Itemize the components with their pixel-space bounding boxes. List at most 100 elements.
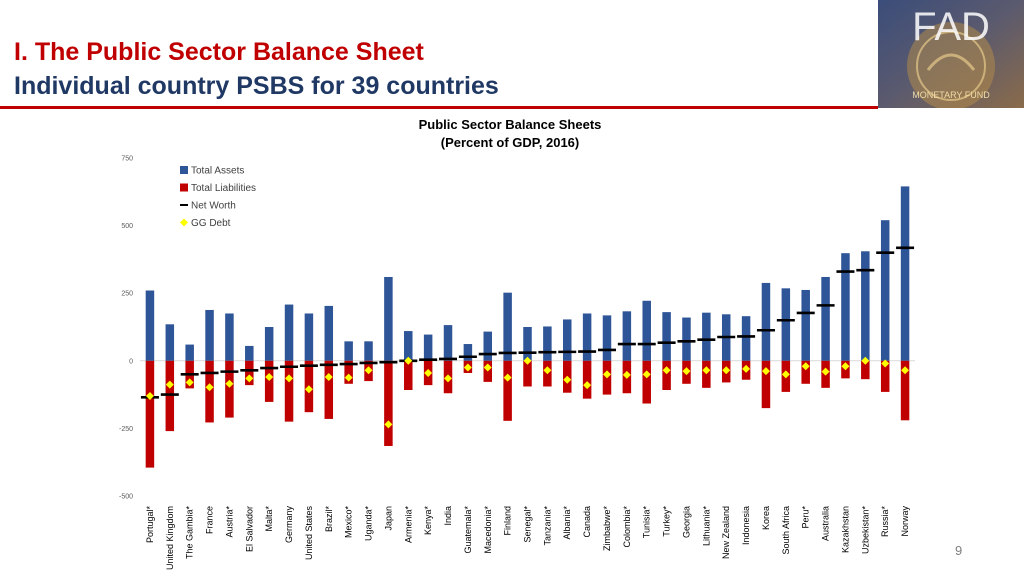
assets-bar	[543, 326, 552, 361]
legend-swatch	[180, 183, 188, 192]
y-tick-label: 250	[121, 291, 133, 298]
chart-title: Public Sector Balance Sheets	[418, 117, 602, 132]
gg-debt-point	[901, 366, 910, 375]
gg-debt-point	[543, 366, 552, 375]
gg-debt-point	[344, 373, 353, 382]
gg-debt-point	[781, 370, 790, 379]
liabilities-bar	[384, 360, 393, 446]
assets-bar	[364, 341, 373, 361]
gg-debt-point	[444, 374, 453, 383]
liabilities-bar	[165, 360, 175, 432]
assets-bar	[582, 313, 592, 361]
x-category-label: New Zealand	[721, 506, 731, 559]
assets-bar	[284, 304, 294, 361]
x-category-label: Peru*	[801, 506, 811, 529]
slide-title: I. The Public Sector Balance Sheet	[14, 38, 424, 66]
x-category-label: India	[443, 506, 453, 526]
legend-label: GG Debt	[191, 218, 231, 229]
gg-debt-point	[702, 366, 711, 375]
assets-bar	[662, 312, 671, 361]
liabilities-bar	[245, 360, 254, 386]
assets-bar	[741, 316, 751, 361]
x-category-label: Austria*	[224, 506, 234, 538]
liabilities-bar	[404, 360, 413, 391]
x-category-label: Brazil*	[324, 506, 334, 533]
gg-debt-point	[483, 363, 492, 372]
assets-bar	[225, 313, 234, 361]
assets-bar	[205, 309, 214, 361]
x-category-label: Tunisia*	[642, 506, 652, 539]
assets-bar	[880, 220, 890, 361]
gg-debt-point	[145, 391, 154, 400]
assets-bar	[562, 319, 572, 361]
x-category-label: Norway	[900, 506, 910, 537]
gg-debt-point	[662, 366, 671, 375]
y-tick-label: 500	[121, 223, 133, 230]
liabilities-bar	[801, 360, 810, 384]
gg-debt-point	[185, 378, 194, 387]
gg-debt-point	[205, 383, 214, 392]
gg-debt-point	[463, 363, 472, 372]
liabilities-bar	[344, 360, 353, 384]
x-category-label: Mexico*	[344, 506, 354, 539]
assets-bar	[344, 341, 353, 361]
liabilities-bar	[861, 360, 870, 380]
liabilities-bar	[662, 360, 671, 391]
assets-bar	[423, 334, 433, 361]
logo-seal-text: MONETARY FUND	[912, 90, 990, 100]
x-category-label: Turkey*	[662, 506, 672, 537]
liabilities-bar	[264, 360, 274, 402]
x-category-label: Kenya*	[423, 506, 433, 536]
assets-bar	[443, 325, 453, 361]
gg-debt-point	[245, 374, 254, 383]
legend-label: Net Worth	[191, 201, 236, 212]
gg-debt-point	[563, 375, 572, 384]
assets-bar	[245, 345, 254, 361]
x-category-label: Senegal*	[523, 506, 533, 543]
gg-debt-point	[165, 380, 174, 389]
assets-bar	[523, 327, 532, 361]
x-category-label: Uzbekistan*	[860, 506, 870, 555]
x-category-label: France	[205, 506, 215, 534]
x-category-label: Macedonia*	[483, 506, 493, 554]
x-category-label: Guatemala*	[463, 506, 473, 554]
x-category-label: El Salvador	[244, 506, 254, 552]
gg-debt-point	[384, 420, 393, 429]
assets-bar	[384, 276, 393, 361]
x-category-label: United States	[304, 506, 314, 561]
gg-debt-point	[265, 373, 274, 382]
liabilities-bar	[205, 360, 214, 423]
gg-debt-point	[404, 356, 413, 365]
x-category-label: Armenia*	[403, 506, 413, 544]
liabilities-bar	[900, 360, 910, 421]
x-category-label: Portugal*	[145, 506, 155, 544]
assets-bar	[781, 288, 791, 361]
assets-bar	[642, 300, 651, 361]
x-category-label: Lithuania*	[701, 506, 711, 547]
assets-bar	[682, 317, 691, 361]
gg-debt-point	[424, 368, 433, 377]
assets-bar	[404, 331, 413, 361]
x-category-label: Korea	[761, 506, 771, 530]
x-category-label: Kazakhstan	[840, 506, 850, 553]
assets-bar	[463, 344, 473, 361]
gg-debt-point	[602, 370, 611, 379]
slide-subtitle: Individual country PSBS for 39 countries	[14, 72, 499, 100]
page-number: 9	[955, 543, 963, 558]
assets-bar	[821, 276, 830, 361]
legend-swatch	[180, 218, 188, 227]
gg-debt-point	[761, 367, 770, 376]
liabilities-bar	[880, 360, 890, 392]
gg-debt-point	[324, 373, 333, 382]
x-category-label: Canada	[582, 506, 592, 538]
y-tick-label: 0	[129, 358, 133, 365]
gg-debt-point	[722, 366, 731, 375]
fad-logo-icon: FAD MONETARY FUND	[878, 0, 1024, 108]
legend-label: Total Assets	[191, 166, 244, 177]
liabilities-bar	[503, 360, 512, 421]
assets-bar	[165, 324, 175, 361]
assets-bar	[503, 292, 512, 361]
liabilities-bar	[225, 360, 234, 418]
gg-debt-point	[642, 370, 651, 379]
assets-bar	[185, 344, 194, 361]
